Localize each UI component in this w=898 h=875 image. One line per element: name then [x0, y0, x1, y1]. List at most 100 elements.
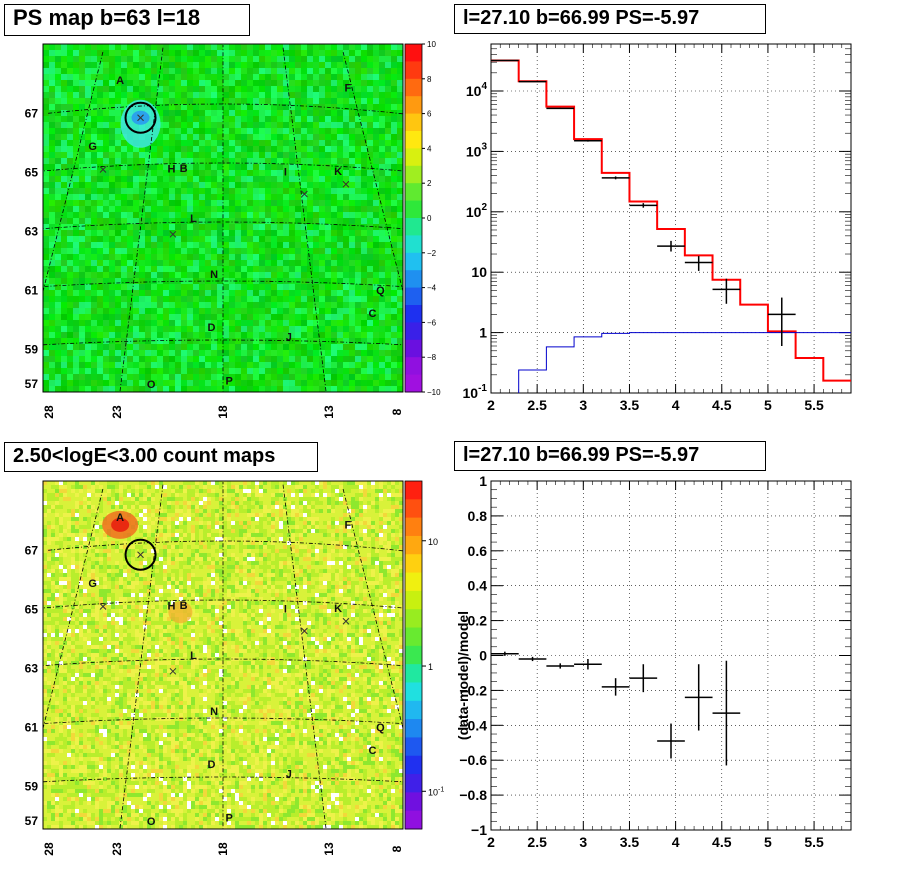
- source-label: D: [208, 322, 216, 334]
- x-tick-label: 2: [487, 834, 495, 850]
- spectrum-chart: 2 2.5 3 3.5 4 4.5 5 5.5 10-1 1 10 102 103 104: [463, 43, 852, 413]
- graticule-lon: [342, 50, 403, 294]
- source-label: N: [210, 706, 218, 718]
- source-label: Q: [376, 285, 385, 297]
- count-hotspot-b: [168, 601, 193, 624]
- ps-map-frame: [42, 43, 404, 393]
- colorbar-cell: [405, 554, 422, 574]
- ps-hotspot: [120, 99, 161, 148]
- graticule-lat: [43, 776, 403, 783]
- y-tick-label: 1: [479, 473, 487, 489]
- source-label: Q: [376, 722, 385, 734]
- y-tick-label: 103: [466, 141, 488, 159]
- y-tick-label: −0.4: [459, 717, 487, 733]
- graticule-lat: [43, 221, 403, 230]
- colorbar-cell: [405, 44, 422, 62]
- lon-tick-label: 13: [322, 842, 336, 856]
- source-label: A: [116, 75, 124, 87]
- colorbar-tick-label: 10: [428, 537, 438, 547]
- residual-chart: 2 2.5 3 3.5 4 4.5 5 5.5 −1 −0.8 −0.6 −0.4 −0.2 0 0.2 0.…: [455, 473, 852, 850]
- source-label: J: [286, 769, 292, 781]
- ps-map-title: PS map b=63 l=18: [4, 4, 250, 36]
- source-label: H: [168, 600, 176, 612]
- colorbar-cell: [405, 645, 422, 665]
- lat-tick-label: 57: [25, 814, 39, 828]
- source-label: M: [15, 774, 24, 786]
- colorbar-cell: [405, 131, 422, 149]
- colorbar-frame: [404, 43, 423, 393]
- source-label: C: [369, 308, 377, 320]
- colorbar-tick-label: 10-1: [428, 786, 444, 797]
- ps-map-area: A F G H B I K L N QC M D J P O E: [15, 44, 403, 406]
- colorbar-cell: [405, 810, 422, 830]
- colorbar-cell: [405, 270, 422, 289]
- graticule-lat: [43, 658, 403, 667]
- count-map-frame: [42, 480, 404, 830]
- lat-tick-label: 63: [25, 224, 39, 238]
- y-tick-label: 0.2: [468, 613, 488, 629]
- x-tick-label: 3: [579, 834, 587, 850]
- colorbar-cell: [405, 719, 422, 738]
- source-label: I: [284, 167, 287, 179]
- source-label: N: [210, 269, 218, 281]
- graticule-lat: [43, 339, 403, 346]
- graticule-lon: [119, 46, 164, 392]
- x-tick-label: 3.5: [620, 834, 640, 850]
- colorbar-tick-label: 1: [428, 662, 433, 672]
- colorbar-tick-label: 10: [427, 40, 436, 49]
- graticule-lon: [282, 46, 327, 392]
- lon-tick-label: 18: [216, 405, 230, 419]
- graticule-lat: [43, 162, 403, 172]
- source-cross: [137, 114, 144, 122]
- count-maps-title: 2.50<logE<3.00 count maps: [4, 442, 318, 472]
- lon-tick-label: 18: [216, 842, 230, 856]
- colorbar-cell: [405, 357, 422, 376]
- source-cross: [169, 667, 177, 675]
- source-label: L: [190, 650, 197, 662]
- colorbar-cell: [405, 148, 422, 167]
- graticule-lat: [48, 103, 403, 115]
- y-tick-label: 10-1: [463, 383, 488, 401]
- x-tick-label: 4.5: [712, 397, 732, 413]
- colorbar-cell: [405, 78, 422, 97]
- colorbar-cell: [405, 774, 422, 793]
- colorbar-cell: [405, 252, 422, 271]
- y-tick-label: −0.2: [459, 682, 487, 698]
- source-label: K: [334, 166, 342, 178]
- colorbar-cell: [405, 682, 422, 702]
- y-tick-label: 0.8: [468, 508, 488, 524]
- colorbar-tick-label: −10: [427, 388, 441, 397]
- source-cross: [342, 617, 350, 625]
- source-label: H: [168, 163, 176, 175]
- source-label: J: [286, 332, 292, 344]
- colorbar-frame: [404, 480, 423, 830]
- colorbar-tick-label: −2: [427, 249, 437, 258]
- graticule-lon: [342, 487, 403, 731]
- graticule-lon: [43, 50, 104, 294]
- colorbar-cell: [405, 200, 422, 219]
- lon-tick-label: 8: [390, 845, 404, 852]
- graticule-lat: [0, 836, 515, 847]
- lat-tick-label: 67: [25, 106, 39, 120]
- source-label: E: [123, 394, 130, 406]
- lon-tick-label: 13: [322, 405, 336, 419]
- source-label: L: [190, 213, 197, 225]
- y-tick-label: 0.6: [468, 543, 488, 559]
- source-label: I: [284, 604, 287, 616]
- lon-tick-label: 28: [42, 842, 56, 856]
- source-label: C: [369, 745, 377, 757]
- source-label: G: [88, 141, 97, 153]
- lat-tick-label: 63: [25, 661, 39, 675]
- source-label: M: [15, 337, 24, 349]
- source-label: B: [180, 600, 188, 612]
- graticule-lat: [43, 280, 403, 287]
- colorbar-tick-label: 0: [427, 214, 432, 223]
- source-label: K: [334, 603, 342, 615]
- lon-tick-label: 8: [390, 408, 404, 415]
- source-label: D: [208, 759, 216, 771]
- colorbar-cell: [405, 535, 422, 555]
- colorbar-tick-label: −8: [427, 353, 437, 362]
- x-tick-label: 2: [487, 397, 495, 413]
